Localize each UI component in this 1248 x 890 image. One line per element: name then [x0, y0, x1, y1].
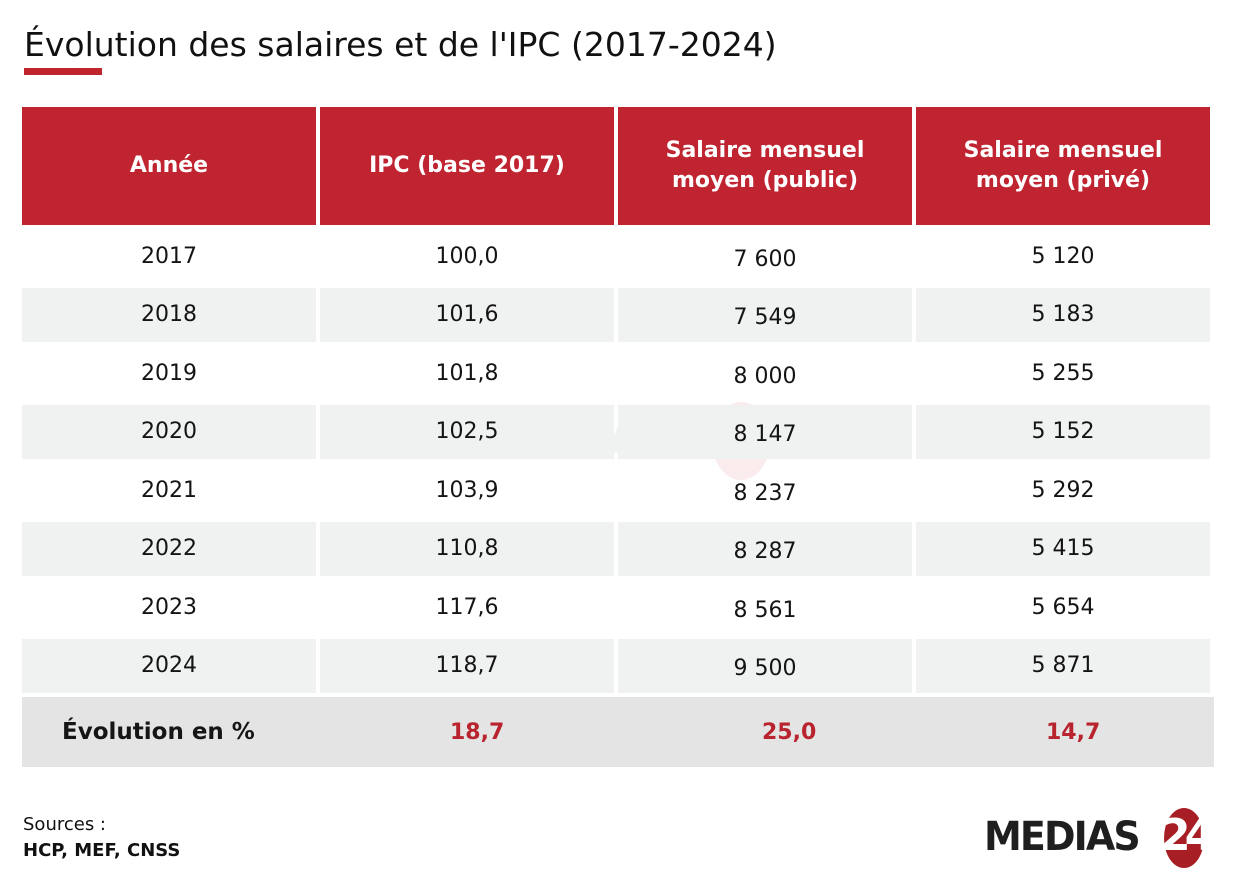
- header-ipc: IPC (base 2017): [320, 107, 614, 225]
- cell-ipc: 100,0: [435, 243, 499, 269]
- cell-prive: 5 120: [1031, 243, 1095, 269]
- header-label: Année: [129, 153, 209, 178]
- cell-year: 2017: [141, 243, 197, 269]
- cell-public: 8 287: [618, 521, 912, 576]
- table-row: 2017 100,0 7 600 5 120: [22, 229, 1214, 284]
- evolution-row: Évolution en % 18,7 25,0 14,7: [22, 697, 1214, 767]
- cell-ipc: 101,6: [320, 287, 614, 342]
- sources-label: Sources :: [23, 814, 106, 835]
- evolution-label: Évolution en %: [62, 719, 255, 745]
- table-header-row: Année IPC (base 2017) Salaire mensuel mo…: [22, 107, 1214, 225]
- cell-prive: 5 255: [1031, 360, 1095, 386]
- cell-ipc: 110,8: [320, 521, 614, 576]
- cell-ipc: 102,5: [320, 404, 614, 459]
- cell-ipc: 101,8: [435, 360, 499, 386]
- cell-prive: 5 152: [916, 404, 1210, 459]
- cell-ipc: 103,9: [435, 477, 499, 503]
- sources: Sources : HCP, MEF, CNSS: [23, 812, 180, 864]
- table-row: 2018 101,6 7 549 5 183: [22, 287, 1214, 342]
- evolution-prive: 14,7: [1046, 719, 1101, 745]
- cell-ipc: 117,6: [435, 594, 499, 620]
- header-label-line2: moyen (privé): [975, 168, 1151, 193]
- cell-year: 2018: [22, 287, 316, 342]
- cell-public: 9 500: [618, 638, 912, 693]
- header-label-line1: Salaire mensuel: [963, 138, 1163, 163]
- cell-year: 2021: [141, 477, 197, 503]
- cell-public: 8 000: [733, 363, 797, 389]
- cell-prive: 5 415: [916, 521, 1210, 576]
- cell-prive: 5 871: [916, 638, 1210, 693]
- cell-year: 2024: [22, 638, 316, 693]
- cell-prive: 5 292: [1031, 477, 1095, 503]
- cell-public: 8 237: [733, 480, 797, 506]
- cell-ipc: 118,7: [320, 638, 614, 693]
- header-salaire-prive: Salaire mensuel moyen (privé): [916, 107, 1210, 225]
- logo-circle-icon: [1164, 808, 1204, 868]
- salary-table: Année IPC (base 2017) Salaire mensuel mo…: [22, 107, 1214, 693]
- medias24-logo: MEDIAS 24: [984, 806, 1220, 870]
- cell-year: 2019: [141, 360, 197, 386]
- header-label-line1: Salaire mensuel: [665, 138, 865, 163]
- cell-year: 2022: [22, 521, 316, 576]
- cell-prive: 5 183: [916, 287, 1210, 342]
- table-row: 2022 110,8 8 287 5 415: [22, 521, 1214, 576]
- evolution-public: 25,0: [762, 719, 817, 745]
- table-row: 2024 118,7 9 500 5 871: [22, 638, 1214, 693]
- cell-year: 2023: [141, 594, 197, 620]
- evolution-ipc: 18,7: [450, 719, 505, 745]
- header-annee: Année: [22, 107, 316, 225]
- page-title: Évolution des salaires et de l'IPC (2017…: [24, 25, 777, 64]
- cell-prive: 5 654: [1031, 594, 1095, 620]
- header-label: IPC (base 2017): [369, 153, 565, 178]
- header-salaire-public: Salaire mensuel moyen (public): [618, 107, 912, 225]
- table-row: 2019 101,8 8 000 5 255: [22, 346, 1214, 401]
- table-row: 2023 117,6 8 561 5 654: [22, 580, 1214, 635]
- cell-year: 2020: [22, 404, 316, 459]
- cell-public: 8 147: [618, 404, 912, 459]
- title-underline: [24, 68, 102, 75]
- cell-public: 8 561: [733, 597, 797, 623]
- cell-public: 7 600: [733, 246, 797, 272]
- table-row: 2020 102,5 8 147 5 152: [22, 404, 1214, 459]
- table-row: 2021 103,9 8 237 5 292: [22, 463, 1214, 518]
- sources-list: HCP, MEF, CNSS: [23, 840, 181, 861]
- cell-public: 7 549: [618, 287, 912, 342]
- header-label-line2: moyen (public): [671, 168, 858, 193]
- logo-text: MEDIAS: [984, 814, 1141, 860]
- logo-number: 24: [1160, 810, 1215, 861]
